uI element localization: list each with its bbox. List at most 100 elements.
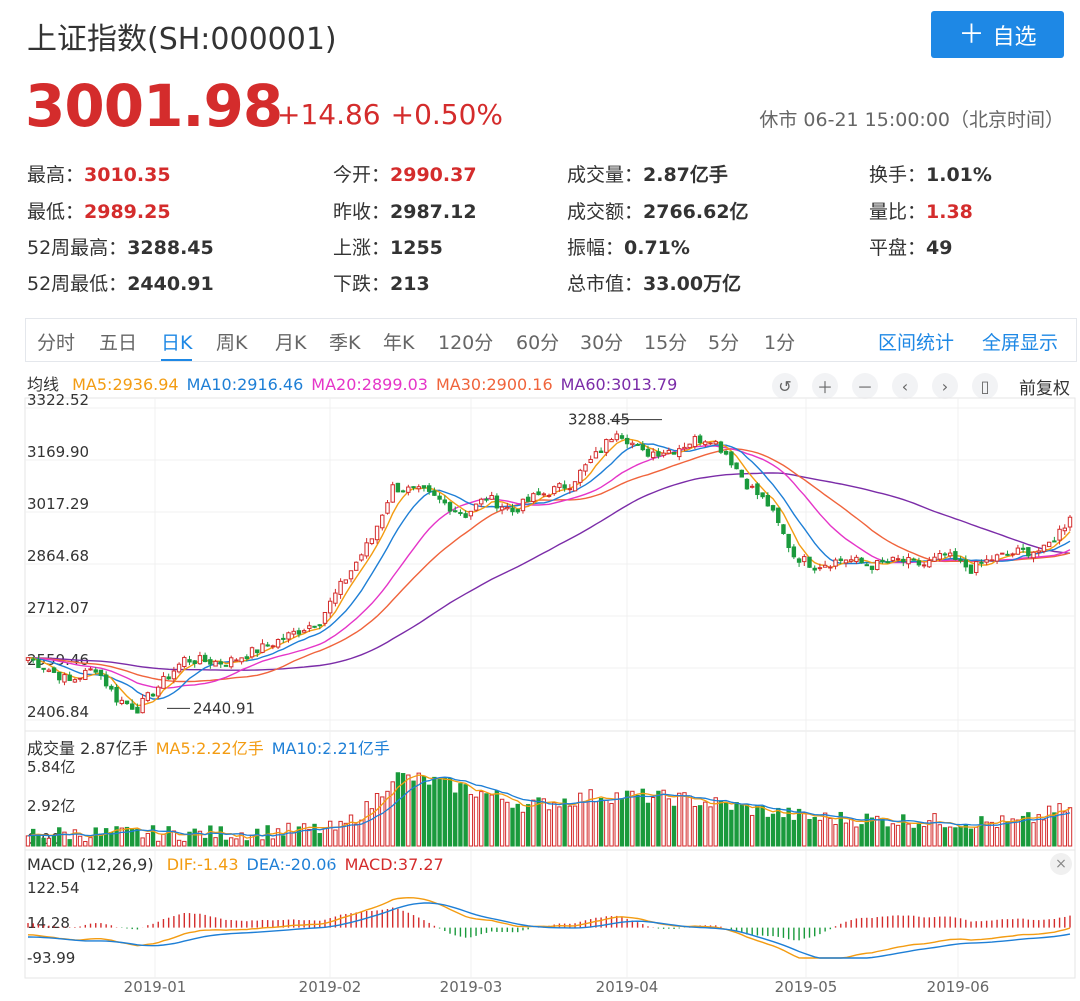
- add-button-label: 自选: [992, 24, 1037, 50]
- pan-right-icon[interactable]: ›: [932, 373, 958, 399]
- stat-label: 52周最高：: [27, 237, 128, 259]
- volume-bar: [416, 772, 421, 847]
- stat-label: 总市值：: [567, 273, 644, 295]
- tab-6[interactable]: 年K: [383, 332, 415, 354]
- candle-body: [348, 570, 354, 580]
- candle-body: [927, 559, 932, 568]
- close-icon[interactable]: ×: [1050, 853, 1072, 875]
- tab-7[interactable]: 120分: [438, 332, 494, 354]
- volume-bar: [609, 802, 614, 847]
- volume-bar: [57, 827, 62, 847]
- candle-body: [124, 700, 130, 705]
- volume-bar: [468, 794, 474, 847]
- legend-name: MA20: [311, 375, 357, 394]
- legend-value: 2.87亿手: [80, 739, 148, 758]
- x-tick-label: 2019-02: [299, 978, 362, 996]
- volume-bar: [1000, 815, 1005, 847]
- tab-0[interactable]: 分时: [37, 332, 76, 354]
- candle-body: [25, 657, 31, 661]
- stat-item: 最高：3010.35: [27, 160, 171, 187]
- legend-value: 3013.79: [611, 375, 678, 394]
- legend-name: MA10: [186, 375, 232, 394]
- tab-5[interactable]: 季K: [329, 332, 361, 354]
- candle-body: [208, 659, 213, 665]
- stat-item: 下跌：213: [333, 269, 430, 296]
- volume-bar: [275, 828, 281, 847]
- volume-bar: [494, 790, 500, 847]
- legend-item: MA20:2899.03: [311, 375, 428, 394]
- volume-bar: [974, 826, 979, 847]
- candle-body: [182, 657, 187, 667]
- stat-item: 振幅：0.71%: [567, 233, 690, 260]
- candle-body: [510, 507, 515, 513]
- add-to-watchlist-button[interactable]: ＋ 自选: [931, 11, 1064, 58]
- stat-item: 52周最低：2440.91: [27, 269, 214, 296]
- candle-body: [916, 560, 922, 566]
- candle-body: [781, 524, 786, 535]
- candle-body: [942, 553, 948, 556]
- volume-bar: [453, 792, 458, 847]
- candle-body: [406, 486, 411, 493]
- tab-9[interactable]: 30分: [580, 332, 624, 354]
- x-tick-label: 2019-04: [596, 978, 659, 996]
- tab-10[interactable]: 15分: [644, 332, 688, 354]
- stat-value: 3288.45: [127, 237, 214, 259]
- volume-bar: [103, 828, 109, 847]
- volume-bar: [406, 774, 411, 847]
- y-tick-label: 2864.68: [27, 547, 89, 565]
- legend-value: 2900.16: [486, 375, 553, 394]
- candle-body: [520, 498, 526, 512]
- volume-bar: [817, 819, 823, 847]
- stat-value: 49: [926, 237, 953, 259]
- candle-body: [265, 644, 270, 647]
- candle-body: [848, 559, 854, 562]
- stat-value: 2440.91: [127, 273, 214, 295]
- tab-8[interactable]: 60分: [516, 332, 560, 354]
- fullscreen-link[interactable]: 全屏显示: [982, 332, 1059, 354]
- volume-bar: [593, 801, 599, 847]
- tab-12[interactable]: 1分: [764, 332, 796, 354]
- tab-4[interactable]: 月K: [275, 332, 307, 354]
- candle-body: [114, 686, 119, 703]
- tab-3[interactable]: 周K: [216, 332, 248, 354]
- zoom-in-icon[interactable]: ＋: [812, 373, 838, 399]
- reset-icon[interactable]: ↺: [772, 373, 798, 399]
- macd-tick-label: -93.99: [27, 949, 75, 967]
- volume-bar: [1020, 815, 1026, 847]
- volume-bar: [531, 799, 536, 847]
- candle-body: [796, 558, 802, 563]
- candle-body: [176, 663, 182, 673]
- volume-bar: [557, 806, 562, 847]
- volume-bar: [390, 781, 395, 847]
- volume-bar: [791, 819, 797, 847]
- zoom-out-icon[interactable]: －: [852, 373, 878, 399]
- volume-bar: [812, 816, 817, 847]
- volume-bar: [739, 804, 744, 847]
- candle-style-icon[interactable]: ▯: [972, 373, 998, 399]
- tab-1[interactable]: 五日: [99, 332, 138, 354]
- volume-bar: [911, 827, 916, 847]
- candle-body: [416, 486, 421, 490]
- stat-label: 成交量：: [567, 164, 644, 186]
- x-tick-label: 2019-03: [440, 978, 503, 996]
- stat-label: 最高：: [27, 164, 85, 186]
- range-stats-link[interactable]: 区间统计: [878, 332, 955, 354]
- tab-11[interactable]: 5分: [708, 332, 740, 354]
- volume-bar: [484, 793, 489, 847]
- stat-item: 换手：1.01%: [869, 160, 992, 187]
- volume-bar: [291, 832, 296, 847]
- pan-left-icon[interactable]: ‹: [892, 373, 918, 399]
- adjust-mode-select[interactable]: 前复权: [1019, 379, 1070, 399]
- volume-legend: 成交量 2.87亿手 MA5:2.22亿手 MA10:2.21亿手: [27, 735, 390, 759]
- volume-bar: [572, 805, 578, 847]
- candle-body: [1005, 553, 1010, 556]
- tab-2[interactable]: 日K: [161, 328, 193, 361]
- legend-name: 成交量: [27, 739, 76, 758]
- stat-value: 0.71%: [624, 237, 690, 259]
- legend-item: 成交量 2.87亿手: [27, 739, 148, 758]
- volume-bar: [901, 814, 906, 847]
- stat-value: 3010.35: [84, 164, 171, 186]
- volume-bar: [760, 805, 765, 847]
- volume-bar: [734, 802, 739, 847]
